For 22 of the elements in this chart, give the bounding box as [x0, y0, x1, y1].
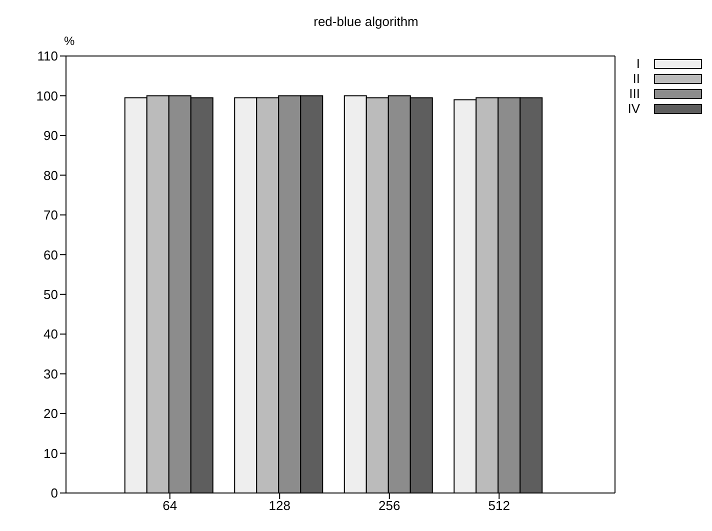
- y-axis-title: %: [64, 34, 75, 48]
- y-tick-label: 30: [44, 366, 58, 382]
- y-tick-label: 40: [44, 326, 58, 342]
- x-tick-label: 64: [162, 498, 178, 514]
- x-tick-label: 128: [268, 498, 290, 514]
- y-tick-label: 110: [37, 48, 58, 64]
- y-tick-label: 20: [44, 406, 58, 422]
- y-tick-label: 60: [44, 247, 58, 262]
- y-tick-label: 80: [44, 168, 58, 183]
- legend-label: III: [629, 86, 640, 101]
- y-tick-label: 90: [44, 128, 58, 144]
- y-tick-label: 0: [50, 486, 58, 501]
- x-tick-label: 512: [488, 498, 510, 514]
- y-tick-label: 10: [44, 446, 58, 461]
- legend-label: IV: [628, 101, 640, 116]
- legend-label: I: [636, 56, 640, 71]
- y-tick-label: 100: [36, 88, 58, 104]
- chart-title: red-blue algorithm: [312, 14, 420, 29]
- y-tick-label: 70: [44, 208, 58, 223]
- legend-label: II: [632, 71, 640, 86]
- y-tick-label: 50: [44, 286, 58, 302]
- x-tick-label: 256: [378, 498, 400, 514]
